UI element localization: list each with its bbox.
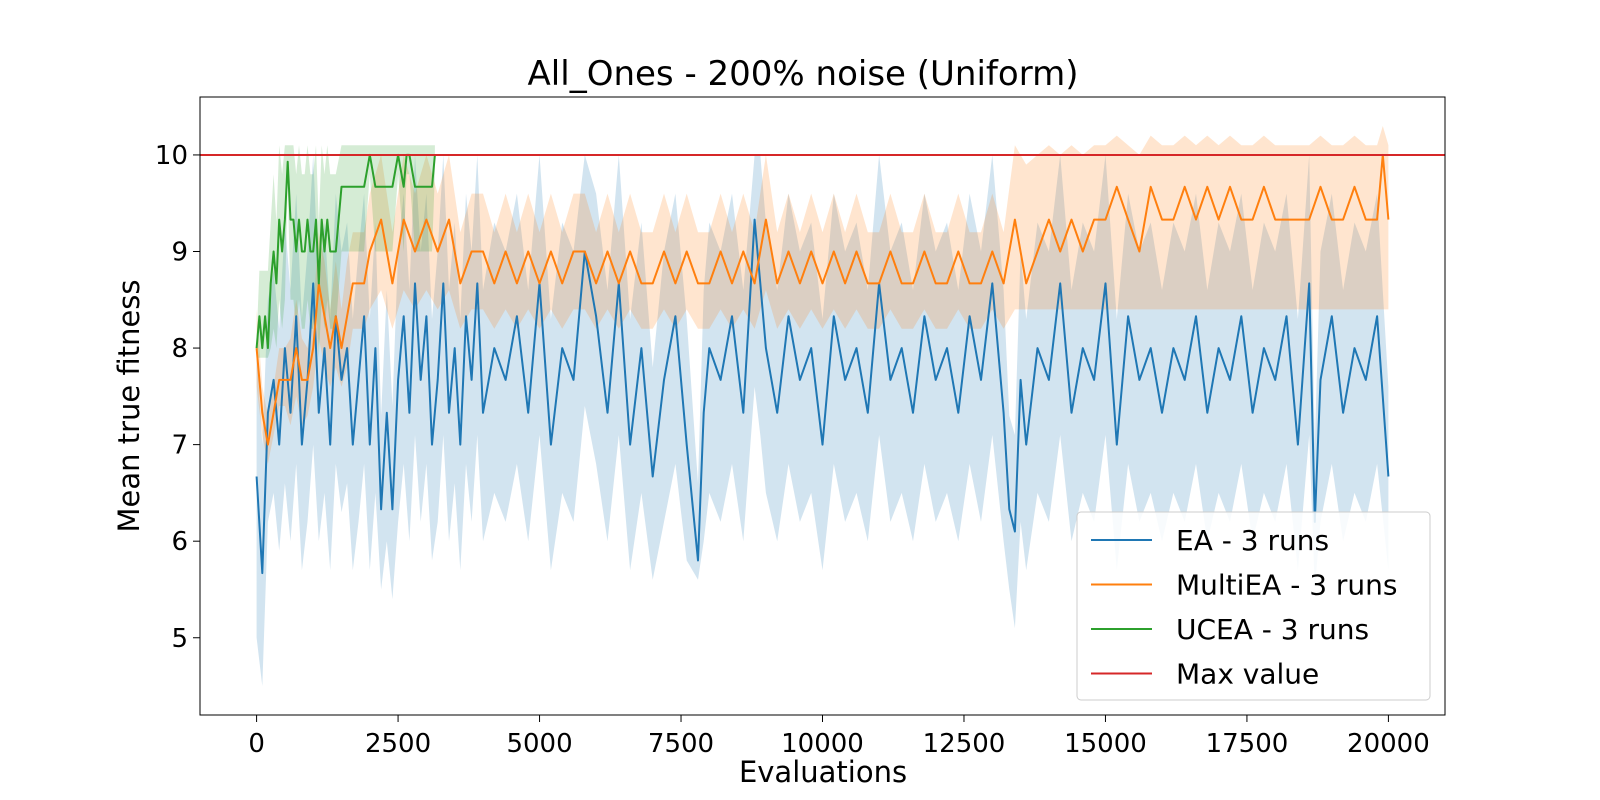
x-axis-label: Evaluations (739, 755, 907, 789)
y-tick-label: 10 (155, 141, 188, 171)
x-tick-label: 12500 (923, 729, 1006, 759)
multiea-3-runs-band (256, 126, 1389, 464)
multiea-3-runs-line (255, 153, 1390, 446)
legend-box (1076, 511, 1431, 701)
x-tick-label: 17500 (1206, 729, 1289, 759)
y-tick-label: 7 (171, 431, 188, 461)
legend-label-multiea-3-runs: MultiEA - 3 runs (1176, 569, 1398, 602)
ucea-3-runs-band (256, 145, 435, 358)
legend: EA - 3 runs MultiEA - 3 runs UCEA - 3 runs… (1076, 511, 1431, 701)
x-tick-label: 5000 (506, 729, 572, 759)
y-tick-label: 9 (171, 238, 188, 268)
x-tick-label: 10000 (781, 729, 864, 759)
legend-label-max-value: Max value (1176, 658, 1319, 691)
y-axis-label: Mean true fitness (112, 279, 146, 532)
legend-label-ea-3-runs: EA - 3 runs (1176, 524, 1329, 557)
x-tick-label: 0 (248, 729, 265, 759)
legend-label-ucea-3-runs: UCEA - 3 runs (1176, 613, 1369, 646)
y-axis: 5 6 7 8 9 10 (155, 141, 200, 654)
y-tick-label: 8 (171, 334, 188, 364)
y-tick-label: 5 (171, 624, 188, 654)
x-tick-label: 7500 (648, 729, 714, 759)
plot-area (200, 126, 1445, 686)
x-tick-label: 15000 (1064, 729, 1147, 759)
series-lines (255, 153, 1390, 575)
ea-3-runs-line (255, 218, 1390, 575)
x-tick-label: 20000 (1347, 729, 1430, 759)
ucea-3-runs-line (255, 153, 436, 350)
y-tick-label: 6 (171, 527, 188, 557)
x-axis: 0 2500 5000 7500 10000 12500 15000 17500 20000 (248, 715, 1430, 759)
chart-title: All_Ones - 200% noise (Uniform) (528, 54, 1079, 94)
x-tick-label: 2500 (365, 729, 431, 759)
